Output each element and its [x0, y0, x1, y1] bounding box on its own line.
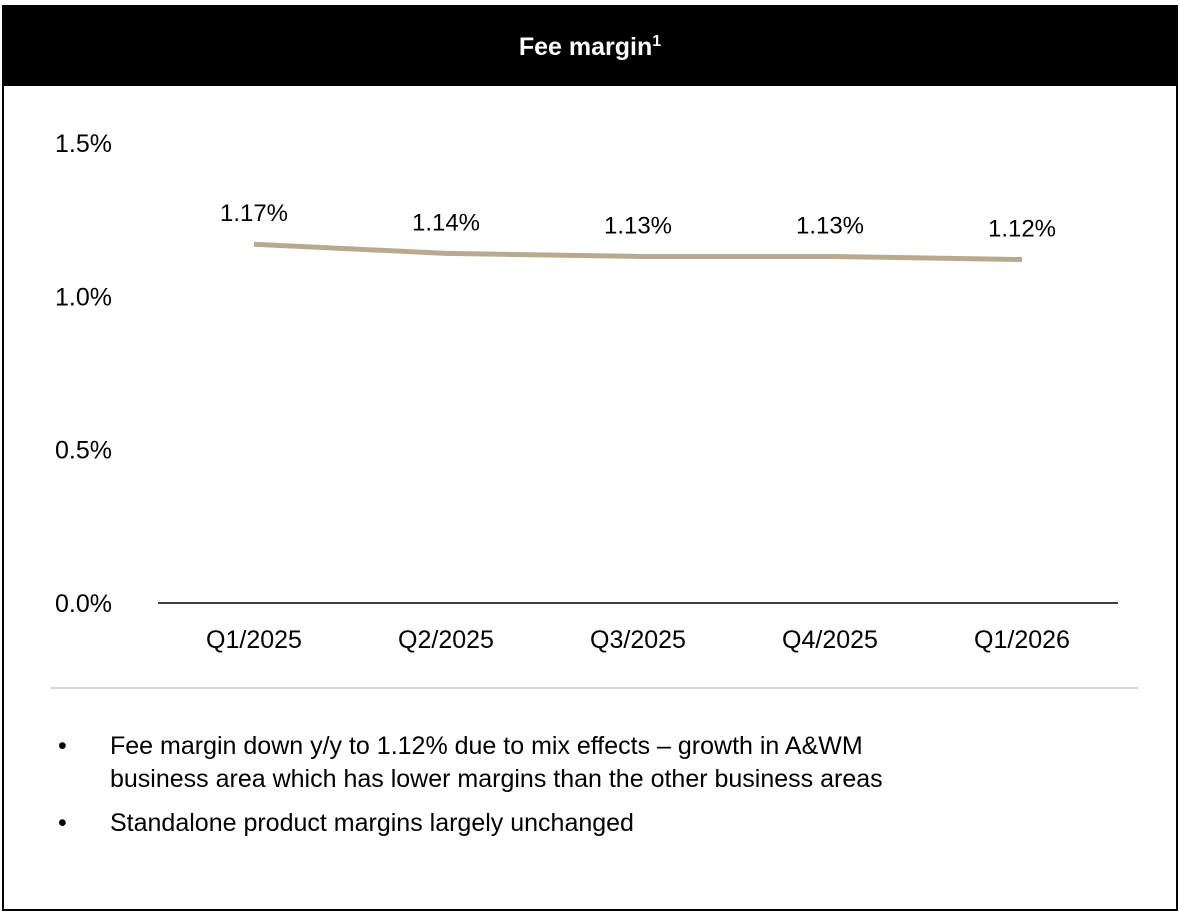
bullet: • — [58, 809, 67, 837]
y-tick-label: 0.0% — [55, 590, 112, 618]
data-label: 1.13% — [604, 212, 672, 239]
bullet: • — [58, 732, 67, 760]
note: business area which has lower margins th… — [110, 765, 883, 793]
header-bar — [3, 6, 1177, 86]
x-tick-label: Q4/2025 — [782, 626, 878, 654]
x-tick-label: Q1/2025 — [206, 626, 302, 654]
note: Standalone product margins largely uncha… — [110, 809, 634, 837]
chart-title: Fee margin — [519, 33, 652, 61]
y-tick-label: 0.5% — [55, 437, 112, 465]
data-label: 1.13% — [796, 212, 864, 239]
x-tick-label: Q2/2025 — [398, 626, 494, 654]
series-line — [253, 241, 1023, 263]
x-tick-label: Q3/2025 — [590, 626, 686, 654]
title-footnote: 1 — [652, 33, 661, 50]
x-tick-label: Q1/2026 — [974, 626, 1070, 654]
chart-title-group: Fee margin1 — [519, 33, 661, 61]
y-tick-label: 1.5% — [55, 130, 112, 158]
y-tick-label: 1.0% — [55, 283, 112, 311]
data-label: 1.12% — [988, 216, 1056, 243]
data-label: 1.14% — [412, 209, 480, 236]
data-label: 1.17% — [220, 200, 288, 227]
panel-frame — [2, 5, 1178, 911]
note: Fee margin down y/y to 1.12% due to mix … — [110, 732, 863, 760]
